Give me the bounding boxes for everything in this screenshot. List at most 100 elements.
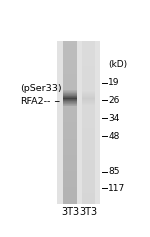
Bar bbox=[82, 155, 95, 158]
Bar bbox=[82, 90, 95, 91]
Bar bbox=[63, 187, 77, 190]
Bar bbox=[63, 93, 77, 95]
Bar bbox=[63, 128, 77, 131]
Bar bbox=[63, 147, 77, 150]
Bar bbox=[82, 98, 95, 101]
Bar bbox=[82, 90, 95, 93]
Bar bbox=[63, 41, 77, 44]
Bar bbox=[82, 169, 95, 171]
Bar bbox=[63, 139, 77, 141]
Bar bbox=[63, 114, 77, 117]
Bar bbox=[82, 103, 95, 104]
Bar bbox=[82, 182, 95, 185]
Bar bbox=[63, 90, 77, 93]
Bar bbox=[82, 112, 95, 114]
Bar bbox=[82, 128, 95, 131]
Bar bbox=[82, 93, 95, 95]
Bar bbox=[63, 44, 77, 47]
Bar bbox=[82, 120, 95, 123]
Bar bbox=[63, 101, 77, 104]
Bar bbox=[63, 104, 77, 106]
Bar bbox=[63, 201, 77, 204]
Bar bbox=[82, 101, 95, 104]
Bar bbox=[82, 104, 95, 106]
Bar bbox=[63, 190, 77, 193]
Bar bbox=[82, 52, 95, 55]
Bar bbox=[82, 104, 95, 105]
Bar bbox=[63, 63, 77, 66]
Bar bbox=[82, 76, 95, 79]
Bar bbox=[82, 71, 95, 74]
Bar bbox=[63, 169, 77, 171]
Bar bbox=[82, 174, 95, 177]
Bar bbox=[63, 74, 77, 76]
Bar bbox=[63, 125, 77, 128]
Text: 34: 34 bbox=[108, 114, 120, 123]
Bar bbox=[63, 198, 77, 201]
Bar bbox=[63, 60, 77, 63]
Bar bbox=[63, 96, 77, 97]
Bar bbox=[82, 100, 95, 101]
Bar bbox=[82, 98, 95, 99]
Bar bbox=[82, 190, 95, 193]
Bar bbox=[82, 144, 95, 147]
Bar bbox=[82, 185, 95, 187]
Bar bbox=[57, 41, 100, 204]
Bar bbox=[82, 163, 95, 166]
Bar bbox=[63, 182, 77, 185]
Bar bbox=[63, 133, 77, 136]
Bar bbox=[82, 150, 95, 152]
Bar bbox=[82, 101, 95, 102]
Bar bbox=[82, 85, 95, 87]
Bar bbox=[63, 92, 77, 93]
Bar bbox=[63, 158, 77, 160]
Bar bbox=[82, 117, 95, 120]
Bar bbox=[63, 160, 77, 163]
Bar bbox=[63, 141, 77, 144]
Bar bbox=[63, 105, 77, 106]
Bar bbox=[63, 91, 77, 92]
Text: 48: 48 bbox=[108, 132, 120, 141]
Bar bbox=[63, 150, 77, 152]
Bar bbox=[63, 104, 77, 105]
Bar bbox=[63, 82, 77, 85]
Bar bbox=[82, 66, 95, 68]
Bar bbox=[82, 94, 95, 95]
Bar bbox=[63, 57, 77, 60]
Bar bbox=[63, 98, 77, 99]
Text: 19: 19 bbox=[108, 78, 120, 87]
Bar bbox=[82, 133, 95, 136]
Bar bbox=[82, 166, 95, 169]
Bar bbox=[82, 201, 95, 204]
Bar bbox=[63, 144, 77, 147]
Bar bbox=[63, 196, 77, 198]
Bar bbox=[82, 106, 95, 109]
Bar bbox=[82, 47, 95, 49]
Text: 26: 26 bbox=[108, 96, 120, 105]
Bar bbox=[63, 93, 77, 94]
Bar bbox=[63, 52, 77, 55]
Bar bbox=[82, 106, 95, 107]
Bar bbox=[63, 71, 77, 74]
Bar bbox=[63, 106, 77, 109]
Bar bbox=[82, 193, 95, 196]
Text: 117: 117 bbox=[108, 184, 126, 193]
Bar bbox=[63, 171, 77, 174]
Bar bbox=[82, 91, 95, 92]
Bar bbox=[82, 60, 95, 63]
Bar bbox=[63, 87, 77, 90]
Bar bbox=[82, 99, 95, 100]
Bar bbox=[82, 87, 95, 90]
Bar bbox=[82, 68, 95, 71]
Bar bbox=[63, 68, 77, 71]
Bar bbox=[82, 141, 95, 144]
Text: 3T3: 3T3 bbox=[61, 207, 79, 217]
Text: (kD): (kD) bbox=[108, 60, 127, 69]
Bar bbox=[63, 166, 77, 169]
Bar bbox=[63, 103, 77, 104]
Bar bbox=[63, 99, 77, 100]
Bar bbox=[63, 101, 77, 102]
Bar bbox=[63, 155, 77, 158]
Bar bbox=[82, 79, 95, 82]
Bar bbox=[63, 152, 77, 155]
